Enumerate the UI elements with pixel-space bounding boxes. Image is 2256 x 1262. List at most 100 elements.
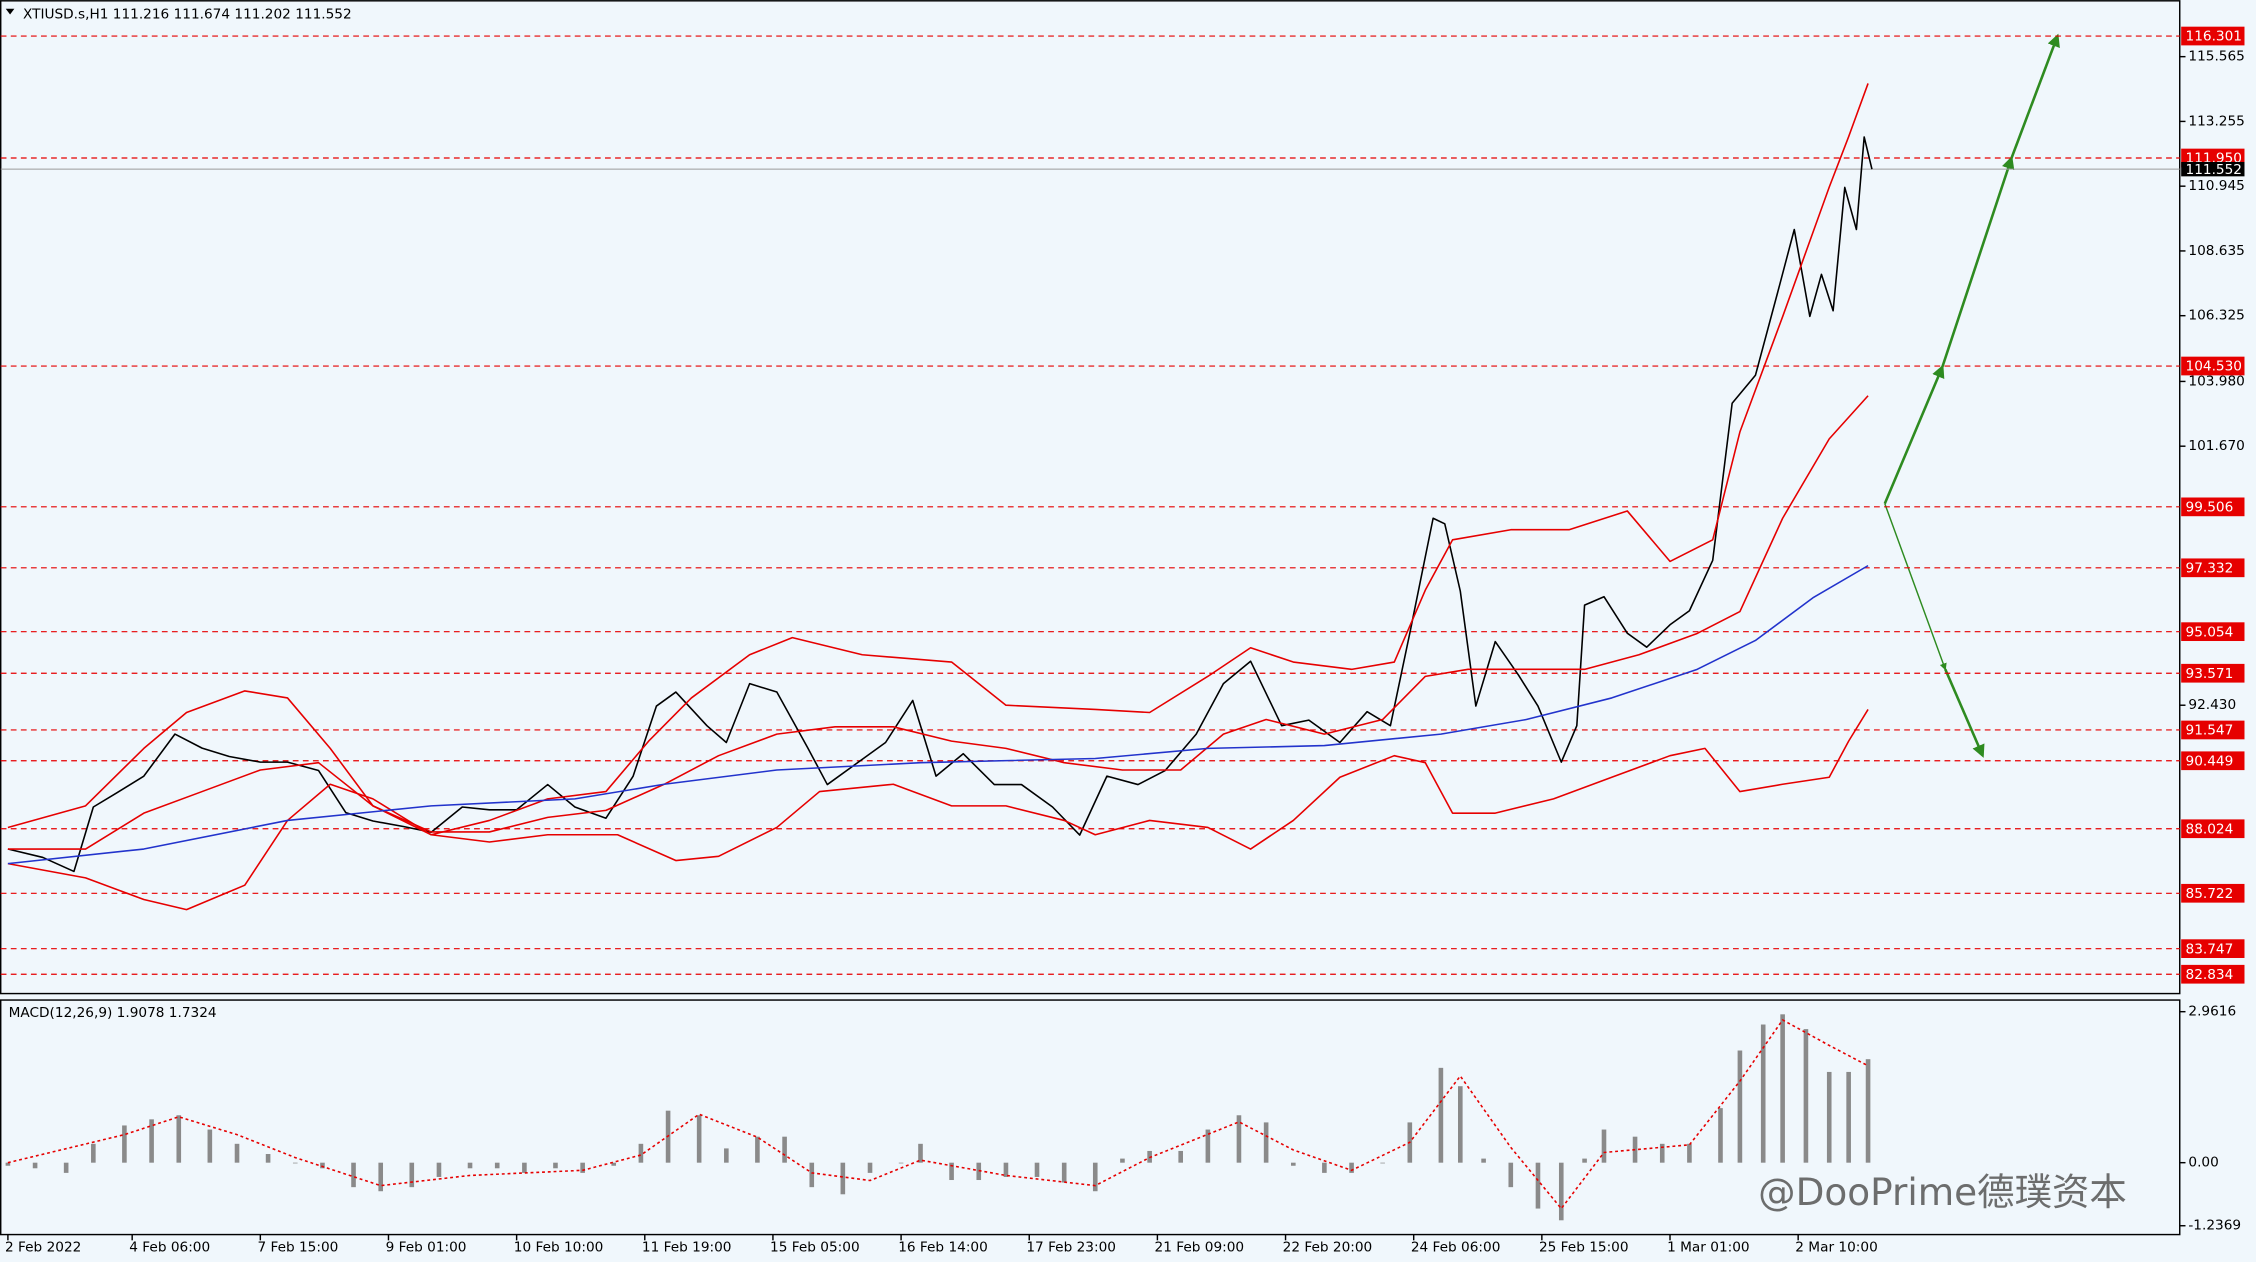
x-tick-label: 24 Feb 06:00 [1411,1240,1501,1256]
menu-marker [5,8,15,15]
y-tick-label: 92.430 [2188,697,2236,713]
macd-bar [1092,1162,1098,1192]
macd-bar [5,1162,11,1166]
level-label: 116.301 [2186,29,2242,45]
macd-bar [1865,1059,1871,1163]
level-label-box [2181,883,2245,903]
level-label-box [2181,720,2245,740]
macd-bar [1061,1162,1067,1183]
level-label: 95.054 [2186,624,2234,640]
macd-bar [265,1154,271,1163]
macd-bar [809,1162,815,1188]
macd-bar [351,1162,356,1188]
macd-bar [782,1136,787,1163]
macd-title: MACD(12,26,9) 1.9078 1.7324 [9,1005,217,1021]
series-line [7,136,1873,873]
x-tick-label: 10 Feb 10:00 [514,1240,604,1256]
watermark: @DooPrime德璞资本 [1758,1170,2127,1214]
level-label-box [2181,819,2245,839]
x-tick-label: 22 Feb 20:00 [1283,1240,1373,1256]
macd-bar [1349,1162,1354,1173]
last-price-box [2181,161,2245,177]
macd-bar [91,1143,96,1163]
y-tick-label: 0.00 [2188,1155,2218,1171]
macd-bar [1846,1071,1851,1163]
arrow [2010,33,2060,159]
macd-bar [1737,1050,1743,1163]
level-label: 104.530 [2186,359,2242,375]
macd-bar [1178,1150,1183,1163]
macd-bar [611,1162,617,1166]
level-label: 85.722 [2186,886,2234,902]
macd-bar [1380,1162,1385,1164]
y-tick-label: 103.980 [2188,373,2244,389]
x-tick-label: 9 Feb 01:00 [386,1240,467,1256]
y-tick-label: 115.565 [2188,49,2244,65]
macd-bar [1120,1158,1125,1163]
macd-bar [320,1162,325,1169]
macd-bar [898,1162,904,1164]
x-tick-label: 4 Feb 06:00 [129,1240,210,1256]
macd-bar [949,1162,954,1181]
level-label-box [2181,964,2245,984]
x-tick-label: 11 Feb 19:00 [642,1240,732,1256]
macd-bar [176,1115,182,1163]
x-tick-label: 1 Mar 01:00 [1667,1240,1750,1256]
y-tick-label: 110.945 [2188,178,2244,194]
macd-bar [1687,1143,1692,1163]
macd-bar [1263,1122,1269,1163]
macd-bar [494,1162,500,1169]
macd-bar [1034,1162,1040,1177]
level-label-box [2181,497,2245,517]
macd-bar [1582,1158,1587,1163]
y-tick-label: 106.325 [2188,308,2244,324]
x-tick-label: 21 Feb 09:00 [1155,1240,1245,1256]
macd-bar [1508,1162,1514,1188]
y-tick-label: 108.635 [2188,243,2244,259]
macd-bar [234,1143,240,1163]
level-label-box [2181,622,2245,642]
macd-bar [1659,1143,1665,1163]
series-line [7,1019,1869,1210]
x-tick-label: 17 Feb 23:00 [1026,1240,1116,1256]
macd-bar [1601,1129,1607,1163]
last-price-label: 111.552 [2186,162,2242,178]
x-tick-label: 2 Feb 2022 [5,1240,81,1256]
macd-bar [1438,1067,1444,1163]
macd-bar [724,1148,729,1163]
level-label: 82.834 [2186,967,2234,983]
x-tick-label: 16 Feb 14:00 [898,1240,988,1256]
arrow [1944,668,1985,758]
y-tick-label: -1.2369 [2188,1218,2241,1234]
forecast-arrows [1883,33,2060,758]
macd-bar [580,1162,585,1173]
macd-bar [1322,1162,1327,1173]
level-label-box [2181,751,2245,771]
series-line [7,564,1869,865]
macd-bar [696,1115,702,1163]
level-label-box [2181,939,2245,958]
macd-bar [918,1143,923,1163]
macd-bar [522,1162,527,1173]
macd-bar [638,1143,644,1163]
macd-bar [1003,1162,1009,1177]
arrow [1883,364,1945,505]
level-label-box [2181,663,2245,683]
level-label: 93.571 [2186,666,2234,682]
macd-pane [0,999,2181,1236]
macd-bar [1535,1162,1541,1209]
y-tick-label: 2.9616 [2188,1004,2236,1020]
macd-bar [553,1162,558,1169]
chart-title: XTIUSD.s,H1 111.216 111.674 111.202 111.… [23,6,352,22]
y-tick-label: 101.670 [2188,438,2244,454]
macd-bar [1291,1162,1296,1166]
macd-bar [467,1162,473,1169]
x-tick-label: 25 Feb 15:00 [1539,1240,1629,1256]
level-label: 90.449 [2186,753,2234,769]
macd-bar [149,1119,154,1163]
macd-bar [1718,1108,1723,1163]
macd-bar [1481,1158,1486,1163]
